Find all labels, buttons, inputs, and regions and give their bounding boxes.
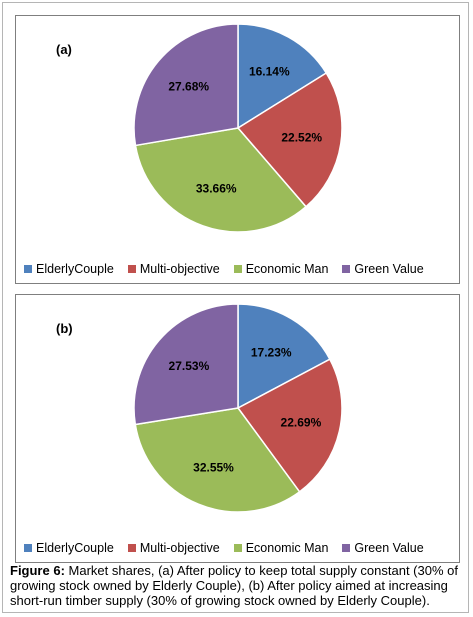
legend-label-economic-man: Economic Man	[245, 541, 329, 555]
data-label-elderly-couple: 16.14%	[249, 65, 290, 79]
pie-slice-elderly-couple	[237, 23, 328, 130]
pie-slice-elderly-couple	[237, 303, 331, 410]
chart-panel-a: 16.14% 22.52% 33.66% 27.68% (a) ElderlyCoup…	[15, 15, 460, 284]
pie-slice-economic-man	[134, 407, 301, 513]
data-label-green-value: 27.68%	[168, 79, 209, 93]
caption-label: Figure 6:	[10, 563, 65, 578]
caption-text: Market shares, (a) After policy to keep …	[10, 563, 458, 608]
pie-slice-green-value	[133, 23, 239, 147]
chart-panel-b: 17.23% 22.69% 32.55% 27.53% (b) ElderlyCoup…	[15, 294, 460, 563]
legend-a: ElderlyCouple Multi-objective Economic M…	[24, 262, 424, 276]
legend-label-green-value: Green Value	[354, 541, 424, 555]
legend-item-green-value: Green Value	[342, 541, 424, 555]
legend-b: ElderlyCouple Multi-objective Economic M…	[24, 541, 424, 555]
pie-slice-multi-objective	[236, 358, 343, 493]
data-label-elderly-couple: 17.23%	[251, 346, 292, 360]
pie-slice-green-value	[133, 303, 239, 426]
pie-slice-multi-objective	[236, 72, 343, 208]
legend-item-multi-objective: Multi-objective	[127, 541, 220, 555]
data-label-economic-man: 33.66%	[196, 182, 237, 196]
legend-swatch-elderly-couple	[24, 544, 32, 552]
legend-item-green-value: Green Value	[342, 262, 424, 276]
legend-label-elderly-couple: ElderlyCouple	[36, 262, 114, 276]
pie-chart-b: 17.23% 22.69% 32.55% 27.53%	[133, 303, 343, 513]
legend-item-economic-man: Economic Man	[233, 262, 329, 276]
data-label-multi-objective: 22.52%	[281, 131, 322, 145]
legend-swatch-multi-objective	[127, 265, 136, 273]
pie-chart-a: 16.14% 22.52% 33.66% 27.68%	[133, 23, 343, 233]
figure-frame: 16.14% 22.52% 33.66% 27.68% (a) ElderlyCoup…	[2, 2, 469, 613]
data-label-green-value: 27.53%	[169, 359, 210, 373]
legend-item-elderly-couple: ElderlyCouple	[24, 541, 114, 555]
data-label-economic-man: 32.55%	[193, 461, 234, 475]
pie-slice-economic-man	[134, 127, 308, 233]
data-label-multi-objective: 22.69%	[281, 415, 322, 429]
legend-label-economic-man: Economic Man	[245, 262, 329, 276]
legend-label-multi-objective: Multi-objective	[139, 262, 220, 276]
legend-item-economic-man: Economic Man	[233, 541, 329, 555]
legend-swatch-green-value	[342, 265, 351, 273]
legend-swatch-elderly-couple	[24, 265, 32, 273]
panel-label-b: (b)	[56, 321, 73, 336]
legend-label-multi-objective: Multi-objective	[139, 541, 220, 555]
legend-label-green-value: Green Value	[354, 262, 424, 276]
legend-item-multi-objective: Multi-objective	[127, 262, 220, 276]
figure-caption: Figure 6: Market shares, (a) After polic…	[10, 563, 462, 608]
legend-swatch-green-value	[342, 544, 351, 552]
legend-swatch-economic-man	[233, 544, 242, 552]
legend-swatch-economic-man	[233, 265, 242, 273]
legend-swatch-multi-objective	[127, 544, 136, 552]
panel-label-a: (a)	[56, 42, 72, 57]
legend-label-elderly-couple: ElderlyCouple	[36, 541, 114, 555]
legend-item-elderly-couple: ElderlyCouple	[24, 262, 114, 276]
